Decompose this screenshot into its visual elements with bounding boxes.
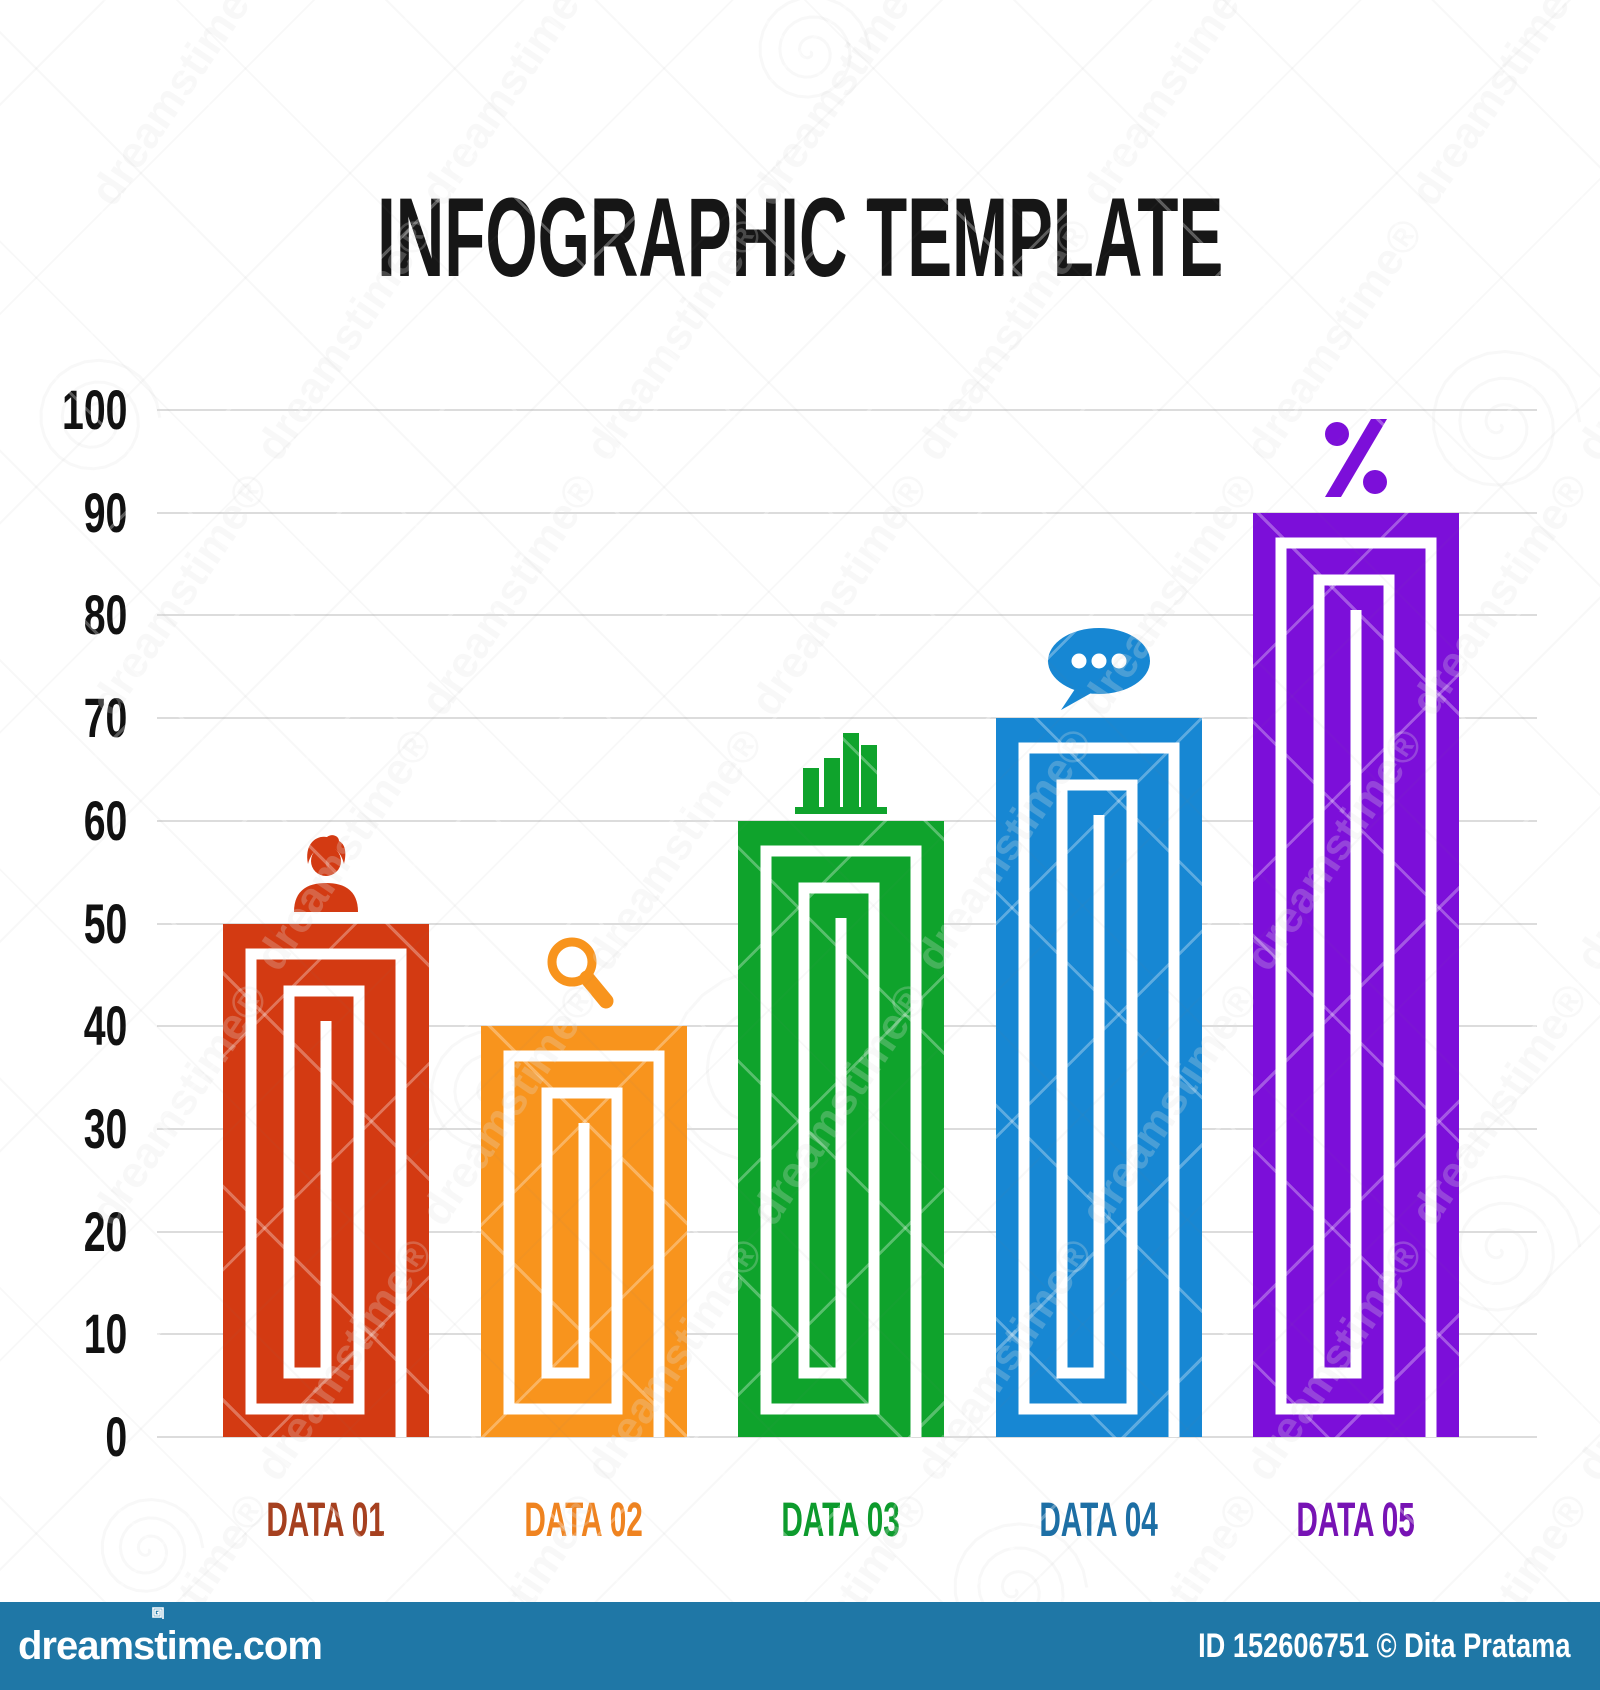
gridline [157,1436,1537,1438]
ytick-label-text: 30 [83,1097,127,1160]
image-credit: ID 152606751 © Dita Pratama [1105,1627,1570,1666]
bar-spiral [1018,742,1180,1437]
page-title-text: INFOGRAPHIC TEMPLATE [376,175,1224,300]
category-label: DATA 05 [1196,1496,1516,1546]
ytick-label: 50 [0,896,127,952]
watermark-text: dreamstime® [1565,720,1600,980]
ytick-label-text: 20 [83,1200,127,1263]
image-credit-text: ID 152606751 © Dita Pratama [1197,1626,1570,1665]
watermark-text: dreamstime® [740,465,938,725]
ytick-label: 70 [0,690,127,746]
speech-bubble-icon [1047,628,1151,712]
bar-spiral [1275,537,1437,1437]
dreamstime-logo-text: dreamstime.com [18,1623,323,1668]
ytick-label: 30 [0,1101,127,1157]
watermark-footer: dreamstime.com ID 152606751 © Dita Prata… [0,1602,1600,1690]
gridline [157,512,1537,514]
gridline [157,614,1537,616]
gridline [157,717,1537,719]
ytick-label-text: 40 [83,994,127,1057]
category-label-text: DATA 03 [781,1494,901,1547]
category-label: DATA 02 [424,1496,744,1546]
bar [738,821,944,1437]
bar-spiral [503,1050,665,1437]
magnifier-icon [544,936,624,1016]
category-label: DATA 03 [681,1496,1001,1546]
ytick-label: 80 [0,587,127,643]
ytick-label-text: 10 [83,1302,127,1365]
ytick-label: 90 [0,485,127,541]
bar [481,1026,687,1437]
ytick-label: 60 [0,793,127,849]
bar [1253,513,1459,1437]
bar-spiral [245,948,407,1437]
person-icon [284,832,368,912]
watermark-text: dreamstime® [1565,1230,1600,1490]
ytick-label: 10 [0,1306,127,1362]
watermark-text: dreamstime® [411,465,609,725]
category-label-text: DATA 05 [1296,1494,1416,1547]
category-label-text: DATA 02 [524,1494,644,1547]
ytick-label-text: 50 [83,892,127,955]
ytick-label-text: 70 [83,686,127,749]
dreamstime-logo: dreamstime.com [18,1606,323,1669]
ytick-label: 40 [0,998,127,1054]
ytick-label-text: 90 [83,481,127,544]
ytick-label: 0 [0,1409,127,1465]
ytick-label: 20 [0,1204,127,1260]
gridline [157,409,1537,411]
bar [223,924,429,1437]
category-label-text: DATA 04 [1039,1494,1159,1547]
watermark-text: dreamstime® [410,465,608,725]
watermark-text: dreamstime® [1566,1230,1600,1490]
category-label: DATA 04 [939,1496,1259,1546]
ytick-label: 100 [0,382,127,438]
category-label-text: DATA 01 [266,1494,386,1547]
percent-icon [1324,419,1388,497]
category-label: DATA 01 [166,1496,486,1546]
watermark-text: dreamstime® [741,465,939,725]
ytick-label-text: 80 [83,583,127,646]
bar-spiral [760,845,922,1437]
page-title: INFOGRAPHIC TEMPLATE [0,182,1600,294]
bar-chart-icon [795,733,887,814]
ytick-label-text: 60 [83,789,127,852]
ytick-label-text: 100 [61,378,127,441]
ytick-label-text: 0 [105,1405,127,1468]
bar [996,718,1202,1437]
logo-spiral-icon [152,1606,164,1619]
watermark-text: dreamstime® [1566,720,1600,980]
